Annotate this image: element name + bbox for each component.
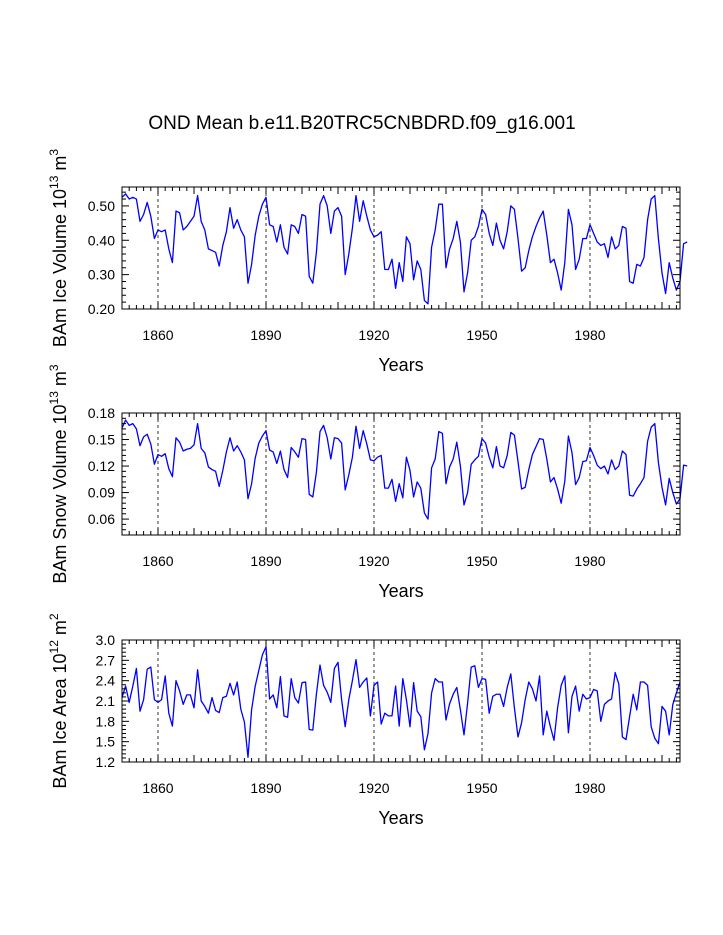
data-series-line [121,646,681,758]
y-axis-label: BAm Ice Area 1012 m2 [47,613,70,788]
x-tick-label: 1920 [358,553,389,569]
x-tick-label: 1980 [574,553,605,569]
y-axis-label: BAm Snow Volume 1013 m3 [47,364,70,583]
y-axis-label-superscript: 12 [47,640,61,654]
y-axis-label-superscript: 3 [47,149,61,156]
y-axis-label-superscript: 3 [47,364,61,371]
data-series-line [121,419,688,520]
y-tick-label: 3.0 [96,632,116,648]
x-tick-label: 1890 [250,327,281,343]
y-tick-label: 0.20 [88,301,115,317]
x-tick-label: 1890 [250,780,281,796]
x-tick-label: 1860 [142,327,173,343]
ice-volume-panel: 1860 1890 1920 1950 1980 0.20 0.30 0.40 0.50 Year… [47,149,688,375]
x-tick-label: 1920 [358,327,389,343]
y-axis-label-text: BAm Ice Volume 10 [50,189,70,347]
x-tick-label: 1980 [574,327,605,343]
y-axis-label-superscript: 13 [47,391,61,405]
plot-frame [121,186,681,310]
x-tick-label: 1920 [358,780,389,796]
plot-frame [121,412,681,536]
ice-area-panel: 1860 1890 1920 1950 1980 1.2 1.5 1.8 2.1 2.4 2.7 3.… [47,613,681,828]
y-axis-label-text: m [50,620,70,640]
y-tick-label: 0.18 [88,405,115,421]
x-tick-label: 1860 [142,553,173,569]
y-axis-label-text: BAm Ice Area 10 [50,653,70,788]
y-axis-label-text: m [50,371,70,391]
y-tick-label: 2.7 [96,652,116,668]
data-series-line [121,193,688,305]
x-axis-label: Years [378,355,423,375]
y-tick-label: 0.09 [88,485,115,501]
y-tick-label: 0.40 [88,232,115,248]
x-tick-label: 1890 [250,553,281,569]
y-tick-label: 0.30 [88,267,115,283]
x-axis-label: Years [378,581,423,601]
y-tick-label: 1.8 [96,713,116,729]
y-axis-label-text: BAm Snow Volume 10 [50,404,70,583]
y-tick-label: 1.5 [96,734,116,750]
x-tick-label: 1950 [466,327,497,343]
snow-volume-panel: 1860 1890 1920 1950 1980 0.06 0.09 0.12 0.15 0.18… [47,364,688,601]
y-tick-label: 2.4 [96,673,116,689]
y-tick-label: 0.50 [88,198,115,214]
x-axis-label: Years [378,808,423,828]
y-axis-label-superscript: 13 [47,175,61,189]
y-tick-label: 0.12 [88,458,115,474]
x-tick-label: 1950 [466,553,497,569]
x-tick-label: 1860 [142,780,173,796]
x-tick-label: 1980 [574,780,605,796]
y-tick-label: 1.2 [96,754,116,770]
y-axis-label-text: m [50,156,70,176]
chart-title: OND Mean b.e11.B20TRC5CNBDRD.f09_g16.001 [148,113,575,134]
y-axis-label-superscript: 2 [47,613,61,620]
y-axis-label: BAm Ice Volume 1013 m3 [47,149,70,347]
y-tick-label: 0.06 [88,511,115,527]
y-tick-label: 2.1 [96,693,116,709]
y-tick-label: 0.15 [88,432,115,448]
x-tick-label: 1950 [466,780,497,796]
